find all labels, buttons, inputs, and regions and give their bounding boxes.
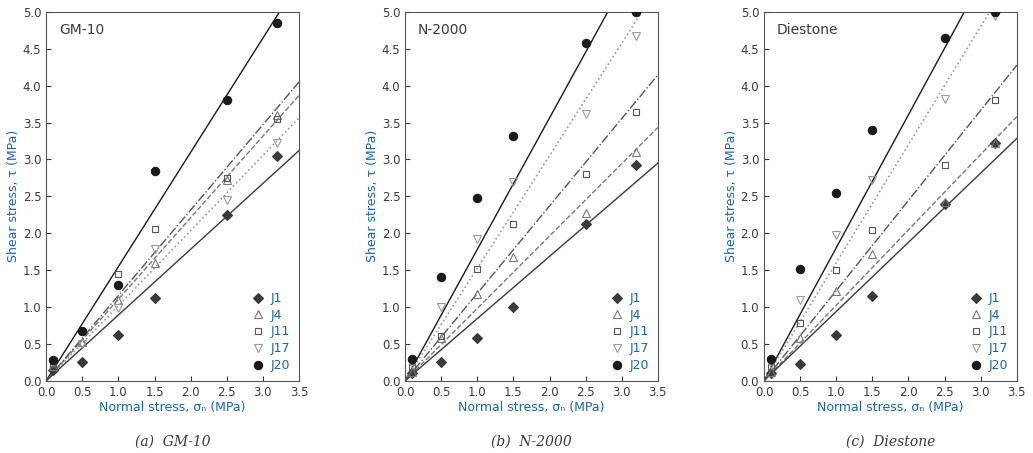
Text: N-2000: N-2000	[417, 23, 468, 37]
Legend: J1, J4, J11, J17, J20: J1, J4, J11, J17, J20	[609, 289, 652, 375]
Text: GM-10: GM-10	[59, 23, 104, 37]
X-axis label: Normal stress, σₙ (MPa): Normal stress, σₙ (MPa)	[817, 401, 964, 414]
Y-axis label: Shear stress, τ (MPa): Shear stress, τ (MPa)	[7, 130, 20, 262]
X-axis label: Normal stress, σₙ (MPa): Normal stress, σₙ (MPa)	[459, 401, 604, 414]
Y-axis label: Shear stress, τ (MPa): Shear stress, τ (MPa)	[725, 130, 738, 262]
Text: (a)  GM-10: (a) GM-10	[134, 434, 211, 448]
Text: (c)  Diestone: (c) Diestone	[846, 434, 935, 448]
Y-axis label: Shear stress, τ (MPa): Shear stress, τ (MPa)	[366, 130, 379, 262]
Text: (b)  N-2000: (b) N-2000	[491, 434, 572, 448]
Legend: J1, J4, J11, J17, J20: J1, J4, J11, J17, J20	[251, 289, 292, 375]
X-axis label: Normal stress, σₙ (MPa): Normal stress, σₙ (MPa)	[99, 401, 246, 414]
Legend: J1, J4, J11, J17, J20: J1, J4, J11, J17, J20	[969, 289, 1010, 375]
Text: Diestone: Diestone	[777, 23, 838, 37]
